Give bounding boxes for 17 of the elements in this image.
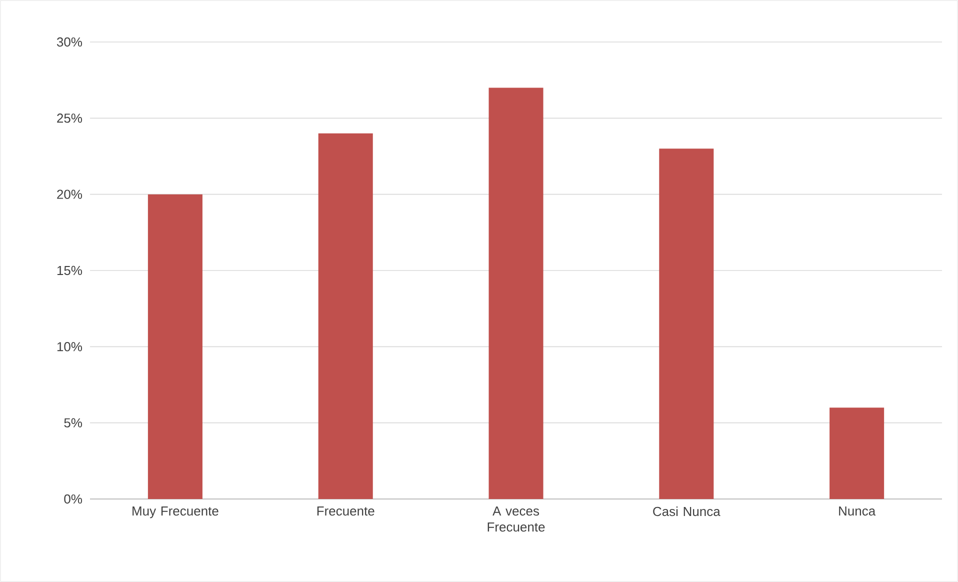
y-tick-label: 15%: [57, 266, 82, 276]
bar: [148, 194, 202, 499]
bar: [488, 88, 544, 499]
x-tick-label: Nunca: [839, 506, 876, 516]
x-tick-label: Muy Frecuente: [132, 506, 218, 518]
bar: [830, 408, 884, 499]
x-tick-label: Frecuente: [317, 506, 374, 516]
x-tick-label: A veces Frecuente: [488, 506, 545, 532]
y-tick-label: 20%: [57, 190, 82, 199]
x-tick-label: Casi Nunca: [653, 506, 720, 516]
y-tick-label: 5%: [64, 418, 82, 428]
y-tick-label: 10%: [57, 342, 82, 352]
y-tick-label: 30%: [56, 37, 82, 47]
bar: [318, 133, 373, 499]
bar: [659, 148, 714, 499]
y-tick-label: 25%: [57, 114, 82, 123]
y-tick-label: 0%: [64, 494, 82, 504]
